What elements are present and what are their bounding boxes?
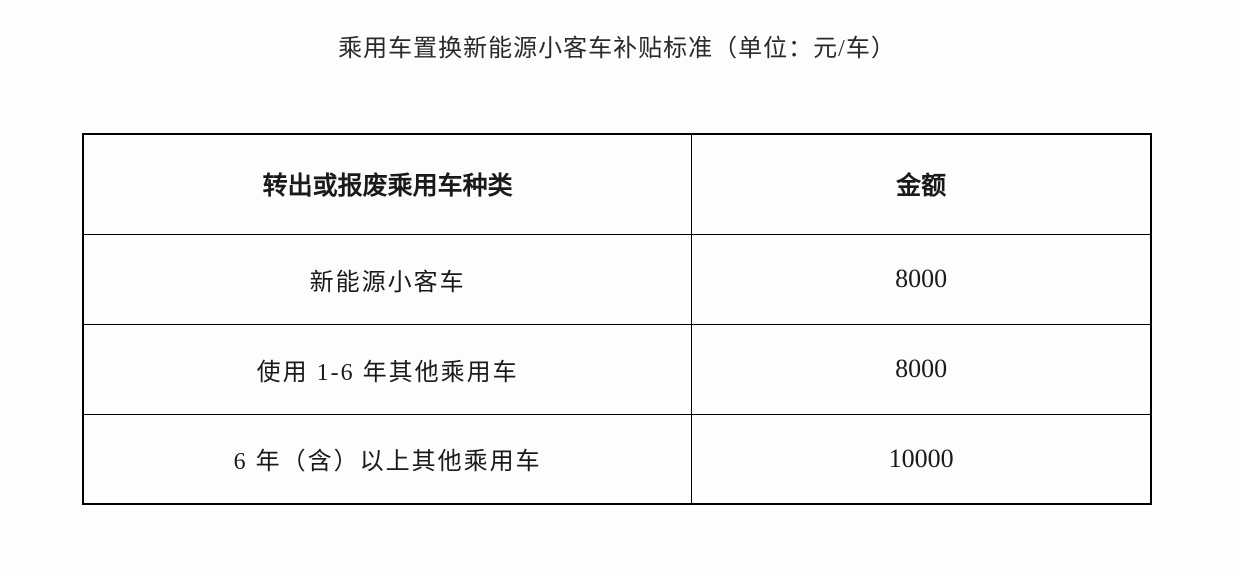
- cell-category: 新能源小客车: [83, 234, 692, 324]
- cell-amount: 8000: [692, 234, 1151, 324]
- subsidy-table-container: 转出或报废乘用车种类 金额 新能源小客车 8000 使用 1-6 年其他乘用车 …: [82, 133, 1152, 505]
- cell-amount: 8000: [692, 324, 1151, 414]
- table-row: 6 年（含）以上其他乘用车 10000: [83, 414, 1151, 504]
- table-row: 新能源小客车 8000: [83, 234, 1151, 324]
- subsidy-table: 转出或报废乘用车种类 金额 新能源小客车 8000 使用 1-6 年其他乘用车 …: [82, 133, 1152, 505]
- cell-category: 6 年（含）以上其他乘用车: [83, 414, 692, 504]
- column-header-amount: 金额: [692, 134, 1151, 234]
- column-header-category: 转出或报废乘用车种类: [83, 134, 692, 234]
- table-row: 使用 1-6 年其他乘用车 8000: [83, 324, 1151, 414]
- cell-category: 使用 1-6 年其他乘用车: [83, 324, 692, 414]
- page-title: 乘用车置换新能源小客车补贴标准（单位：元/车）: [0, 28, 1234, 63]
- cell-amount: 10000: [692, 414, 1151, 504]
- table-header-row: 转出或报废乘用车种类 金额: [83, 134, 1151, 234]
